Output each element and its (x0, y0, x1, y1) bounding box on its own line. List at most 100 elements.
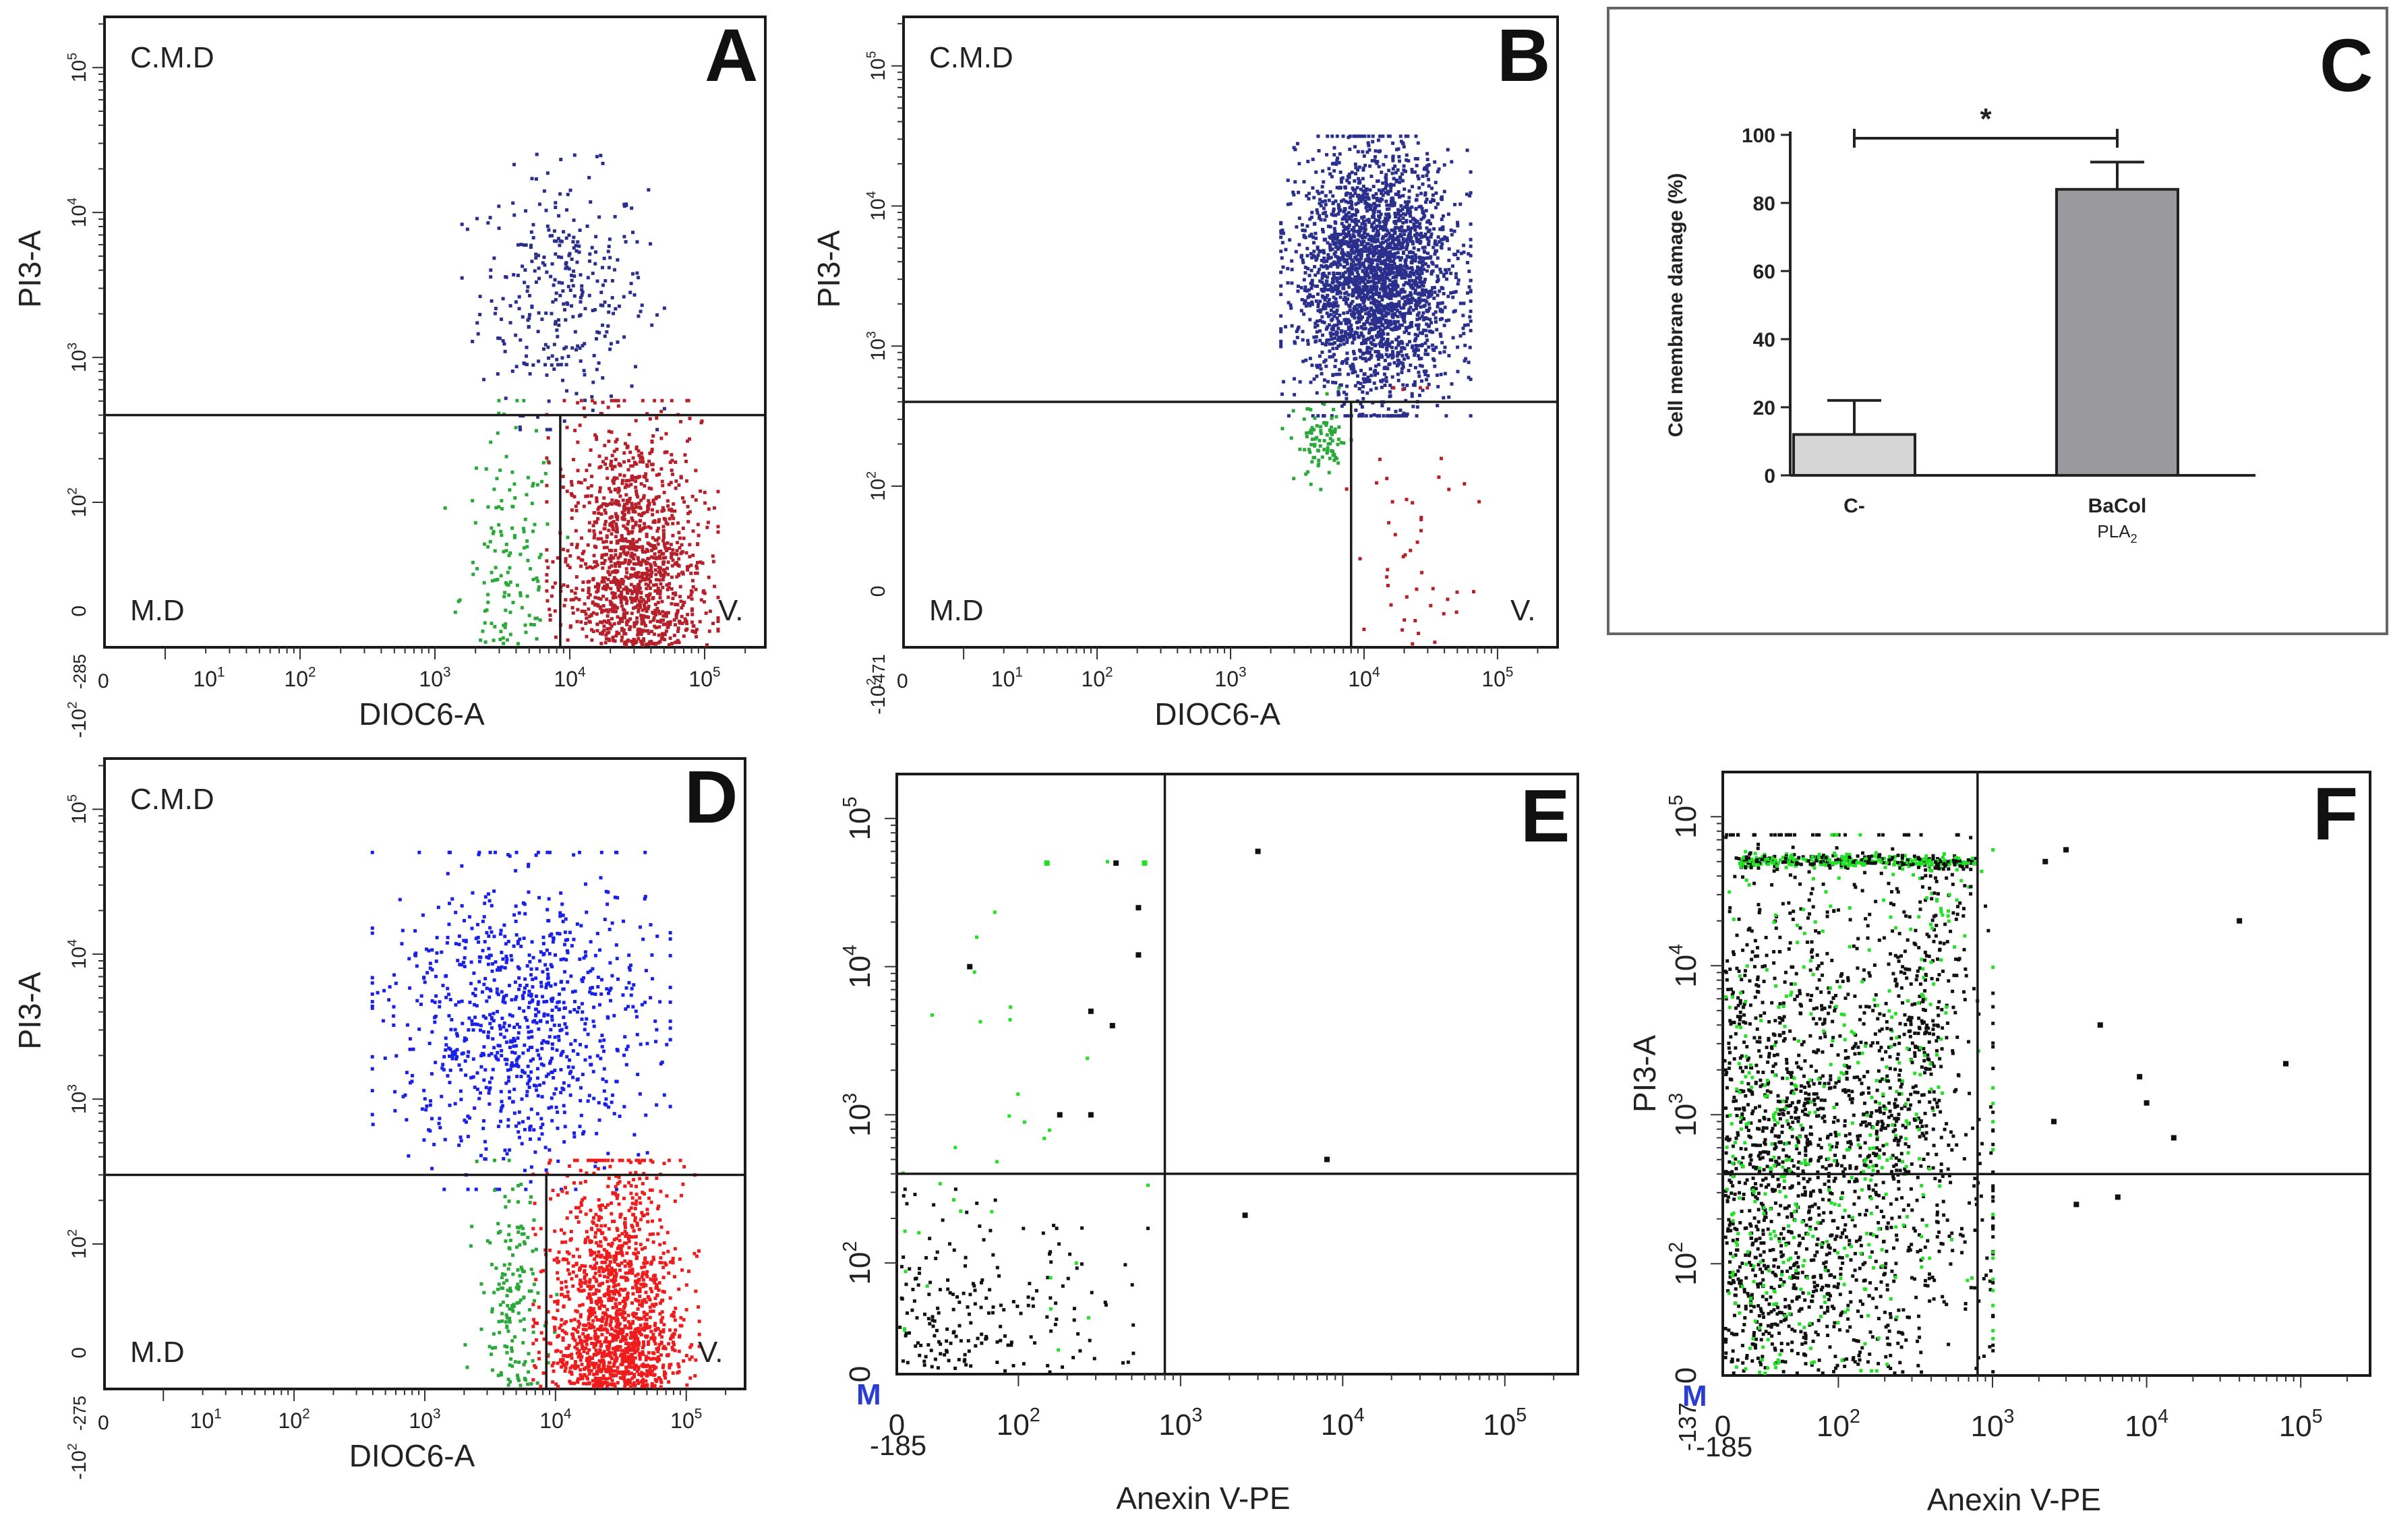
event-dot (666, 547, 670, 551)
event-dot (1312, 335, 1316, 339)
event-dot (1358, 225, 1362, 229)
event-dot (1378, 200, 1382, 204)
event-dot (1367, 144, 1371, 148)
event-dot (1382, 268, 1386, 272)
event-dot (638, 628, 642, 632)
event-dot (589, 494, 593, 498)
event-dot (675, 574, 679, 579)
event-dot (1338, 290, 1342, 294)
event-dot (1417, 374, 1421, 378)
event-dot (1330, 303, 1334, 307)
event-dot (478, 313, 482, 317)
event-dot (1344, 192, 1348, 196)
event-dot (1353, 357, 1357, 361)
event-dot (1334, 415, 1338, 419)
event-dot (627, 479, 631, 483)
event-dot (1403, 205, 1407, 209)
event-dot (1463, 482, 1467, 486)
event-dot (1378, 210, 1382, 214)
event-dot (590, 395, 594, 399)
event-dot (606, 405, 610, 409)
event-dot (666, 541, 670, 545)
event-dot (1394, 302, 1398, 306)
event-dot (606, 324, 610, 328)
event-dot (1324, 423, 1328, 427)
event-dot (641, 643, 645, 647)
event-dot (685, 622, 689, 626)
event-dot (556, 1110, 560, 1115)
event-dot (1383, 271, 1387, 275)
event-dot (497, 398, 501, 403)
event-dot (551, 936, 555, 940)
event-dot (537, 311, 541, 315)
event-dot (662, 306, 666, 310)
event-dot (649, 996, 653, 1000)
event-dot (528, 372, 532, 376)
event-dot (1355, 296, 1359, 300)
event-dot (671, 558, 675, 562)
event-dot (607, 245, 611, 249)
event-dot (511, 601, 515, 605)
event-dot (463, 956, 467, 960)
event-dot (1328, 342, 1332, 346)
event-dot (659, 620, 663, 624)
event-dot (1340, 176, 1345, 180)
event-dot (1392, 386, 1396, 390)
event-dot (1427, 177, 1431, 181)
event-dot (487, 1053, 491, 1057)
event-dot (1363, 223, 1367, 227)
event-dot (1389, 183, 1393, 187)
event-dot (1421, 388, 1425, 392)
event-dot (566, 355, 570, 359)
event-dot (1347, 215, 1351, 219)
event-dot (682, 536, 686, 540)
event-dot (1310, 283, 1314, 287)
event-dot (489, 275, 493, 279)
event-dot (1357, 165, 1361, 169)
event-dot (646, 504, 650, 508)
event-dot (1432, 227, 1436, 231)
event-dot (1468, 345, 1472, 349)
event-dot (1367, 350, 1371, 354)
event-dot (1377, 204, 1381, 208)
event-dot (663, 637, 667, 641)
event-dot (633, 605, 637, 610)
event-dot (678, 621, 682, 625)
event-dot (442, 1068, 446, 1072)
event-dot (537, 588, 541, 592)
event-dot (586, 543, 590, 547)
event-dot (1361, 150, 1365, 154)
event-dot (1450, 264, 1454, 268)
event-dot (632, 562, 636, 566)
event-dot (647, 525, 651, 529)
event-dot (637, 610, 641, 614)
event-dot (1451, 336, 1455, 340)
event-dot (1279, 270, 1283, 274)
event-dot (497, 523, 501, 527)
event-dot (587, 620, 591, 624)
event-dot (595, 628, 599, 632)
event-dot (637, 545, 641, 550)
event-dot (601, 161, 605, 165)
event-dot (1378, 328, 1382, 332)
event-dot (1358, 303, 1362, 307)
event-dot (503, 1057, 507, 1061)
event-dot (1338, 170, 1342, 174)
event-dot (1349, 329, 1353, 333)
event-dot (1400, 229, 1405, 233)
event-dot (587, 595, 591, 599)
event-dot (609, 560, 613, 564)
event-dot (1376, 320, 1380, 324)
event-dot (1436, 384, 1440, 388)
event-dot (1361, 291, 1365, 295)
event-dot (479, 1065, 483, 1069)
event-dot (1365, 249, 1369, 253)
event-dot (589, 484, 593, 488)
event-dot (1375, 304, 1379, 308)
event-dot (1375, 272, 1379, 276)
event-dot (1388, 394, 1392, 398)
event-dot (1415, 239, 1419, 243)
event-dot (1426, 229, 1430, 233)
event-dot (663, 544, 667, 548)
event-dot (387, 998, 391, 1002)
